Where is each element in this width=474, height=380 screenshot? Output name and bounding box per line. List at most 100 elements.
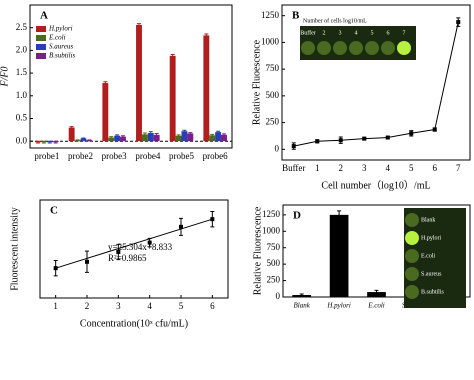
error-bar <box>170 53 175 58</box>
fit-line <box>55 218 213 269</box>
bar <box>209 135 216 142</box>
point <box>179 224 183 229</box>
y-axis-label: Fluorescent intensity <box>9 207 20 291</box>
point <box>53 266 58 271</box>
legend-label: B.subtilis <box>49 52 76 60</box>
x-tick-label: 4 <box>147 301 152 311</box>
inset-title: Number of cells log10/mL <box>303 17 367 24</box>
inset-label: E.coli <box>421 253 435 259</box>
inset-label: Blank <box>421 217 435 223</box>
inset-label: B.subtilis <box>421 289 445 295</box>
error-bar <box>299 293 304 297</box>
y-tick-label: 250 <box>266 117 280 127</box>
legend-swatch <box>36 44 46 50</box>
y-tick-label: 750 <box>266 63 280 73</box>
inset-well <box>405 231 419 245</box>
bar <box>102 83 109 142</box>
x-tick-label: 2 <box>85 301 90 311</box>
point <box>385 135 390 140</box>
error-bar <box>87 139 92 142</box>
x-tick-label: probe3 <box>102 151 127 161</box>
error-bar <box>53 140 58 144</box>
inset-label: Buffer <box>300 29 316 36</box>
x-tick-label: 1 <box>53 301 58 311</box>
inset-label: 3 <box>339 30 342 36</box>
error-bar <box>75 139 80 142</box>
inset-well <box>397 41 411 55</box>
inset-label: 6 <box>387 30 390 36</box>
bar <box>141 134 148 142</box>
bar <box>80 138 87 142</box>
inset-well <box>381 41 395 55</box>
x-tick-label: 4 <box>386 163 391 173</box>
x-tick-label: H.pylori <box>326 302 351 310</box>
bar <box>187 133 194 142</box>
bar <box>367 292 386 297</box>
error-bar <box>47 140 52 144</box>
bar <box>181 131 188 142</box>
error-bar <box>136 23 141 27</box>
inset-well <box>349 41 363 55</box>
error-bar <box>148 131 153 135</box>
y-tick-label: 1000 <box>261 36 280 46</box>
x-tick-label: probe5 <box>169 151 194 161</box>
legend-label: S.aureus <box>49 43 73 51</box>
inset-well <box>405 285 419 299</box>
error-bar <box>374 289 379 295</box>
error-bar <box>210 133 215 137</box>
bar <box>221 134 227 142</box>
legend-swatch <box>36 35 46 41</box>
inset-label: 2 <box>323 30 326 36</box>
y-tick-label: 750 <box>267 242 281 252</box>
x-tick-label: 5 <box>409 163 414 173</box>
bar <box>136 24 142 142</box>
x-axis-label: Concentration(10ˣ cfu/mL) <box>80 318 188 329</box>
point <box>409 131 414 136</box>
legend-swatch <box>36 53 46 59</box>
x-tick-label: Blank <box>294 302 311 310</box>
error-bar <box>41 140 46 144</box>
inset-label: 5 <box>371 30 374 36</box>
error-bar <box>176 134 181 138</box>
legend-swatch <box>36 26 46 32</box>
x-tick-label: 2 <box>339 163 344 173</box>
point <box>338 138 343 143</box>
bar <box>329 214 349 297</box>
plot-frame <box>39 199 229 299</box>
inset-label: S.aureus <box>421 271 442 277</box>
bar <box>203 35 210 142</box>
inset-well <box>301 41 315 55</box>
x-tick-label: E.coli <box>367 302 385 310</box>
y-tick-label: 1000 <box>262 225 281 235</box>
x-tick-label: probe2 <box>68 151 93 161</box>
plot-frame <box>281 4 471 161</box>
point <box>291 144 296 149</box>
error-bar <box>216 130 221 134</box>
error-bar <box>142 132 147 137</box>
y-tick-label: 500 <box>267 258 281 268</box>
plot-frame <box>29 4 233 149</box>
bar <box>169 55 176 142</box>
legend-label: H.pylori <box>48 25 73 33</box>
error-bar <box>81 137 86 140</box>
inset-well <box>333 41 347 55</box>
panel-label: C <box>50 205 58 217</box>
y-tick-label: 2.5 <box>16 22 28 32</box>
error-bar <box>182 129 187 133</box>
inset-well <box>405 213 419 227</box>
y-tick-label: 0 <box>275 143 280 153</box>
point <box>210 217 215 222</box>
x-tick-label: Buffer <box>282 163 305 173</box>
x-tick-label: probe1 <box>34 151 59 161</box>
point <box>456 20 461 25</box>
y-tick-label: 1250 <box>261 10 280 20</box>
panel-label: D <box>293 210 301 222</box>
x-tick-label: 1 <box>315 163 320 173</box>
inset-label: H.pylori <box>421 235 441 241</box>
y-tick-label: 0 <box>276 291 281 301</box>
point <box>116 249 121 254</box>
error-bar <box>204 33 209 38</box>
point <box>315 139 320 144</box>
point <box>85 259 89 264</box>
bar <box>147 133 154 142</box>
